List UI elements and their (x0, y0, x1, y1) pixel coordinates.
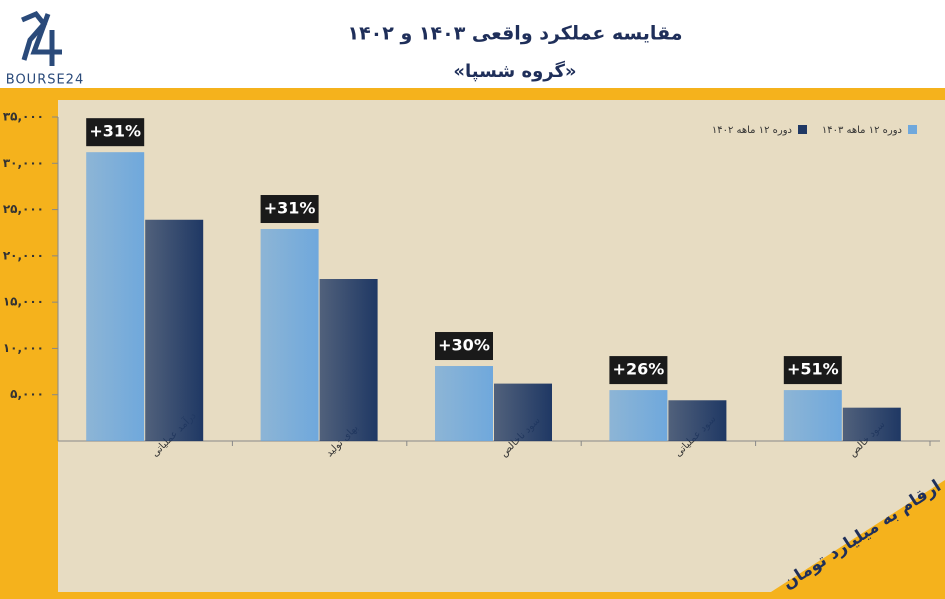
y-tick-label: ۳۵,۰۰۰ (3, 110, 44, 124)
y-tick-label: ۲۰,۰۰۰ (3, 248, 44, 262)
legend-label: دوره ۱۲ ماهه ۱۴۰۳ (822, 125, 902, 136)
annotation-box (86, 118, 145, 147)
annotation: +30% (438, 336, 490, 355)
bar (609, 390, 668, 441)
bar (668, 400, 727, 441)
legend-label: دوره ۱۲ ماهه ۱۴۰۲ (712, 125, 792, 136)
y-tick-label: ۳۰,۰۰۰ (3, 156, 44, 170)
annotation: +51% (787, 360, 839, 379)
bar (494, 383, 552, 441)
annotation-box (609, 356, 668, 385)
annotation: +26% (613, 360, 665, 379)
y-tick-label: ۲۵,۰۰۰ (3, 202, 44, 216)
legend-swatch (798, 125, 807, 134)
y-tick-label: ۵,۰۰۰ (10, 387, 44, 401)
annotation: +31% (264, 199, 316, 218)
corner (760, 480, 945, 599)
bar (86, 152, 145, 442)
bar (435, 366, 493, 441)
y-tick-label: ۱۰,۰۰۰ (3, 341, 44, 355)
legend-swatch (908, 125, 917, 134)
bar (145, 219, 204, 441)
chart-subtitle: «گروه شسپا» (453, 60, 576, 82)
bar (260, 229, 319, 441)
y-tick-label: ۱۵,۰۰۰ (3, 295, 44, 309)
annotation: +31% (89, 122, 141, 141)
chart-title: مقایسه عملکرد واقعی ۱۴۰۳ و ۱۴۰۲ (347, 23, 682, 45)
logo-mark (21, 10, 62, 66)
logo-text: BOURSE24 (6, 73, 84, 88)
annotation-box (260, 195, 319, 224)
bar (842, 407, 901, 441)
annotation-box (435, 332, 493, 361)
bar (319, 279, 378, 441)
bar (783, 390, 842, 441)
plot-area (58, 100, 945, 592)
annotation-box (783, 356, 842, 385)
